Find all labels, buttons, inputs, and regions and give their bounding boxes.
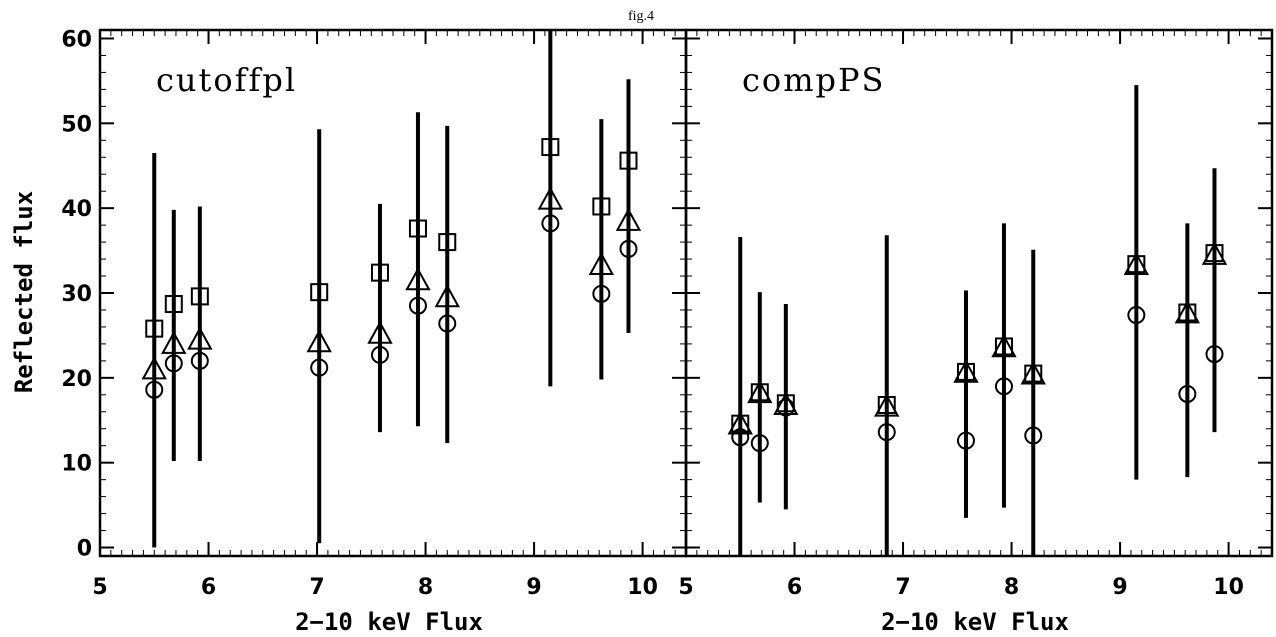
circle-marker: [145, 380, 164, 399]
triangle-marker: [874, 393, 900, 417]
square-marker: [619, 151, 638, 170]
y-tick-label: 40: [61, 197, 92, 222]
circle-marker: [1127, 306, 1146, 325]
triangle-marker: [141, 356, 167, 380]
square-marker: [994, 337, 1013, 356]
square-marker: [541, 138, 560, 157]
square-marker: [145, 319, 164, 338]
x-tick-label: 7: [309, 575, 324, 600]
x-tick-label: 5: [678, 575, 693, 600]
triangle-marker: [1201, 241, 1228, 265]
y-axis-label: Reflected flux: [10, 191, 38, 393]
x-tick-label: 10: [1213, 575, 1244, 600]
triangle-marker: [1123, 251, 1150, 276]
y-tick-label: 30: [61, 282, 92, 307]
square-marker: [750, 383, 769, 402]
x-axis-label: 2−10 keV Flux: [881, 608, 1069, 636]
circle-marker: [190, 351, 209, 370]
square-marker: [164, 295, 183, 314]
x-tick-label: 6: [201, 575, 216, 600]
x-tick-label: 6: [787, 575, 802, 600]
panel-title-cutoffpl: cutoffpl: [156, 61, 297, 99]
triangle-marker: [773, 391, 799, 415]
circle-marker: [370, 345, 389, 364]
triangle-marker: [991, 334, 1017, 358]
y-tick-label: 0: [77, 537, 92, 562]
circle-marker: [541, 214, 560, 233]
x-tick-label: 9: [526, 575, 541, 600]
circle-marker: [1205, 345, 1224, 364]
triangle-marker: [615, 207, 642, 231]
x-tick-label: 9: [1112, 575, 1127, 600]
circle-marker: [310, 358, 329, 377]
triangle-marker: [953, 359, 979, 383]
square-marker: [1178, 303, 1197, 322]
triangle-marker: [405, 267, 431, 291]
x-tick-label: 5: [92, 575, 107, 600]
panel-title-compps: compPS: [742, 61, 885, 99]
circle-marker: [956, 431, 975, 450]
circle-marker: [164, 354, 183, 373]
figure-title: fig.4: [628, 9, 654, 24]
triangle-marker: [747, 380, 773, 404]
circle-marker: [1024, 426, 1043, 445]
square-marker: [438, 233, 457, 252]
triangle-marker: [1174, 300, 1201, 324]
triangle-marker: [161, 330, 187, 354]
triangle-marker: [187, 326, 213, 350]
y-tick-label: 20: [61, 367, 92, 392]
triangle-marker: [1020, 361, 1046, 385]
triangle-marker: [588, 251, 615, 276]
x-axis-label: 2−10 keV Flux: [295, 608, 483, 636]
x-tick-label: 10: [627, 575, 658, 600]
square-marker: [1024, 364, 1043, 383]
circle-marker: [438, 314, 457, 333]
panel-cutoffpl: 5 6 7 8 9 10 0 10 20 30 40 50 60 2−10 keV Flux cutoffp…: [61, 27, 688, 636]
square-marker: [408, 219, 427, 238]
x-tick-label: 8: [1004, 575, 1019, 600]
x-tick-label: 8: [418, 575, 433, 600]
square-marker: [370, 263, 389, 282]
circle-marker: [994, 377, 1013, 396]
plot-frame: [98, 28, 688, 558]
y-tick-label: 60: [61, 27, 92, 52]
triangle-marker: [537, 186, 564, 210]
circle-marker: [592, 284, 611, 303]
x-tick-label: 7: [895, 575, 910, 600]
square-marker: [956, 362, 975, 381]
circle-marker: [1178, 384, 1197, 403]
panel-compps: 5 6 7 8 9 10 2−10 keV Flux compPS: [678, 28, 1274, 636]
square-marker: [1127, 255, 1146, 274]
circle-marker: [877, 423, 896, 442]
circle-marker: [408, 296, 427, 315]
circle-marker: [750, 434, 769, 453]
square-marker: [592, 197, 611, 216]
circle-marker: [619, 239, 638, 258]
square-marker: [310, 283, 329, 302]
triangle-marker: [367, 320, 393, 344]
plot-frame: [684, 28, 1274, 558]
triangle-marker: [727, 411, 753, 435]
triangle-marker: [306, 329, 332, 353]
circle-marker: [731, 428, 750, 447]
y-tick-label: 50: [61, 112, 92, 137]
circle-marker: [776, 398, 795, 417]
triangle-marker: [434, 284, 460, 308]
square-marker: [731, 414, 750, 433]
y-tick-label: 10: [61, 452, 92, 477]
square-marker: [190, 287, 209, 306]
